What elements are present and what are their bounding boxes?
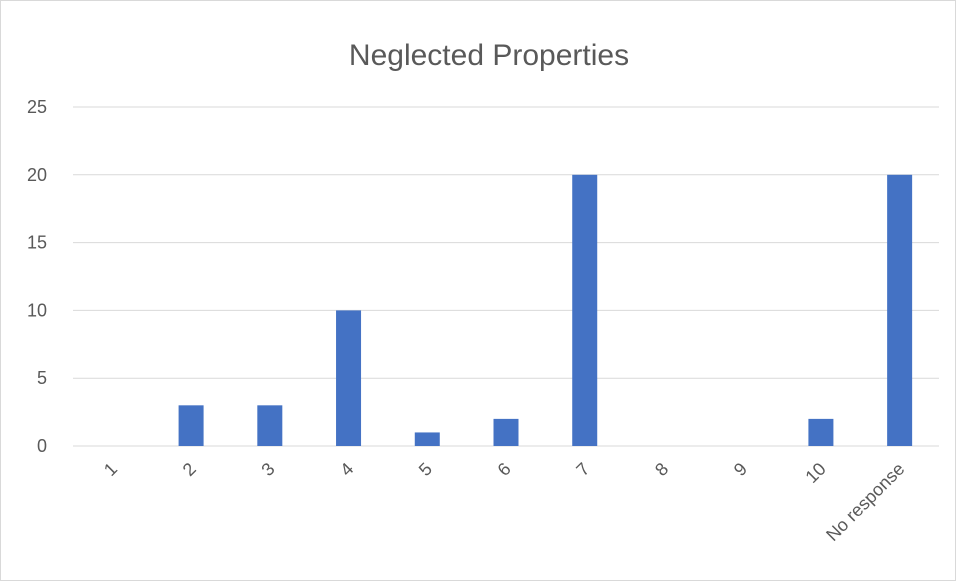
x-tick-label: 6	[494, 459, 515, 480]
bar-4	[336, 310, 362, 446]
gridlines	[73, 106, 939, 447]
x-tick-label: 3	[257, 459, 278, 480]
chart-title: Neglected Properties	[349, 39, 629, 72]
x-tick-label: 10	[801, 459, 829, 487]
x-tick-label: 5	[415, 459, 436, 480]
bar-no-response	[887, 174, 913, 447]
y-tick-label: 20	[27, 165, 47, 185]
x-tick-label: No response	[822, 459, 908, 545]
y-tick-label: 10	[27, 300, 47, 320]
x-tick-label: 8	[651, 459, 672, 480]
x-tick-label: 4	[336, 459, 357, 480]
bar-6	[493, 418, 519, 446]
bar-2	[178, 405, 204, 446]
y-tick-label: 15	[27, 233, 47, 253]
bar-3	[257, 405, 283, 446]
x-tick-label: 7	[572, 459, 593, 480]
bar-5	[414, 432, 440, 446]
x-tick-label: 2	[179, 459, 200, 480]
bar-7	[572, 174, 598, 447]
y-tick-label: 5	[37, 368, 47, 388]
bar-10	[808, 418, 834, 446]
y-tick-label: 0	[37, 436, 47, 456]
bars	[178, 174, 913, 447]
x-tick-label: 9	[730, 459, 751, 480]
y-axis: 0 5 10 15 20 25	[27, 97, 47, 456]
y-tick-label: 25	[27, 97, 47, 117]
x-tick-label: 1	[100, 459, 121, 480]
